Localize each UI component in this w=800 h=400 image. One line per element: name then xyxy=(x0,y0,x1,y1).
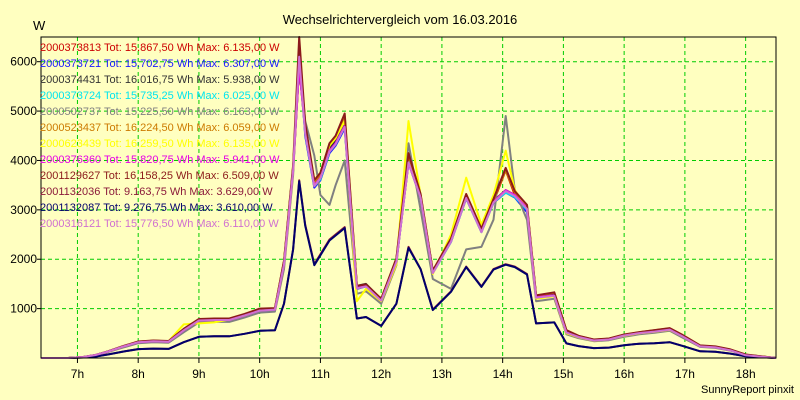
legend-entry: 2000373813 Tot: 15.867,50 Wh Max: 6.135,… xyxy=(40,42,280,54)
legend-entry: 2001132087 Tot: 9.276,75 Wh Max: 3.610,0… xyxy=(40,202,273,214)
series-lines xyxy=(41,36,777,359)
legend-entry: 2000373721 Tot: 15.702,75 Wh Max: 6.307,… xyxy=(40,58,280,70)
x-tick-label: 18h xyxy=(736,367,756,381)
y-tick-label: 5000 xyxy=(10,104,37,118)
y-tick-label: 2000 xyxy=(10,252,37,266)
legend-entry: 2000376360 Tot: 15.820,75 Wh Max: 5.941,… xyxy=(40,154,280,166)
x-tick-label: 16h xyxy=(614,367,634,381)
legend-entry: 2000523437 Tot: 16.224,50 Wh Max: 6.059,… xyxy=(40,122,280,134)
x-tick-label: 9h xyxy=(192,367,205,381)
plot-frame xyxy=(40,36,777,359)
x-tick-label: 7h xyxy=(71,367,84,381)
series-line-2000316121 xyxy=(41,55,777,359)
legend-entry: 2001129627 Tot: 16.158,25 Wh Max: 6.509,… xyxy=(40,170,279,182)
y-tick-label: 1000 xyxy=(10,302,37,316)
chart-title: Wechselrichtervergleich vom 16.03.2016 xyxy=(283,12,518,27)
y-tick-label: 4000 xyxy=(10,153,37,167)
legend: 2000373813 Tot: 15.867,50 Wh Max: 6.135,… xyxy=(40,42,280,230)
x-tick-label: 11h xyxy=(311,367,330,381)
x-tick-label: 17h xyxy=(675,367,695,381)
legend-entry: 2000623439 Tot: 16.259,50 Wh Max: 6.135,… xyxy=(40,138,280,150)
series-line-2001132087 xyxy=(41,180,777,359)
x-tick-label: 15h xyxy=(553,367,573,381)
x-tick-label: 13h xyxy=(432,367,452,381)
grid-lines xyxy=(41,37,776,358)
x-tick-label: 12h xyxy=(371,367,391,381)
y-axis-label: W xyxy=(33,18,46,33)
legend-entry: 2000502737 Tot: 15.225,50 Wh Max: 6.163,… xyxy=(40,106,280,118)
legend-entry: 2000374431 Tot: 16.016,75 Wh Max: 5.938,… xyxy=(40,74,280,86)
x-tick-label: 14h xyxy=(493,367,513,381)
legend-entry: 2000316121 Tot: 15.776,50 Wh Max: 6.110,… xyxy=(40,218,279,230)
axes: 1000 2000 3000 4000 5000 6000 7h 8h 9h 10h 11h 12h 1… xyxy=(10,36,777,381)
x-tick-label: 10h xyxy=(250,367,270,381)
x-tick-label: 8h xyxy=(132,367,145,381)
y-tick-label: 3000 xyxy=(10,203,37,217)
legend-entry: 2000373724 Tot: 15.735,25 Wh Max: 6.025,… xyxy=(40,90,280,102)
footer-credit: SunnyReport pinxit xyxy=(701,384,794,396)
legend-entry: 2001132036 Tot: 9.163,75 Wh Max: 3.629,0… xyxy=(40,186,273,198)
y-tick-label: 6000 xyxy=(10,55,37,69)
